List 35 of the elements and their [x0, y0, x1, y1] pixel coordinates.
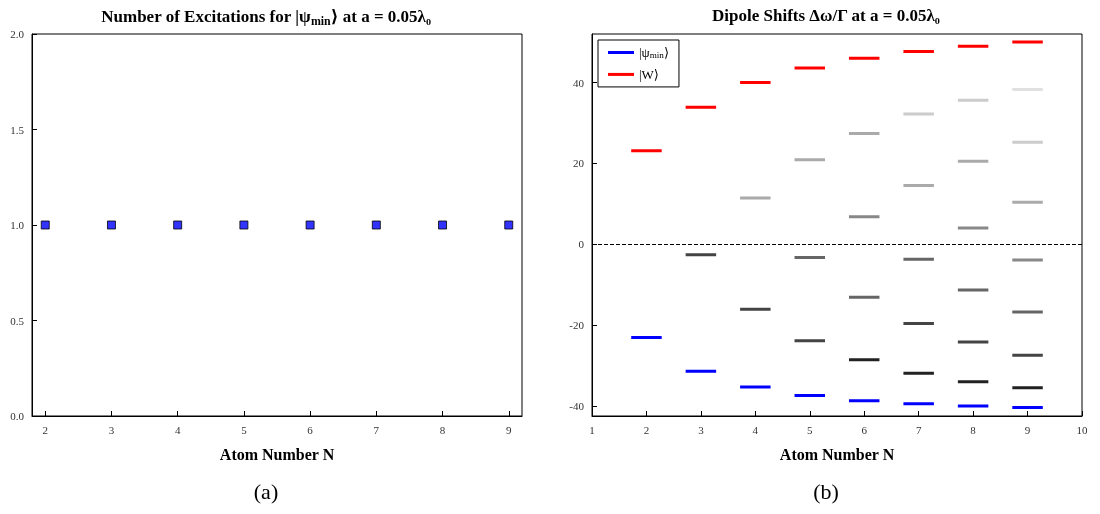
x-tick-label: 1 [589, 423, 595, 436]
x-tick-label: 8 [970, 423, 977, 436]
x-tick-label: 8 [439, 423, 446, 436]
x-tick-label: 10 [1076, 423, 1088, 436]
x-tick-label: 5 [241, 423, 248, 436]
y-tick-label: -40 [569, 399, 585, 412]
x-tick-label: 3 [698, 423, 705, 436]
x-tick-label: 6 [307, 423, 314, 436]
x-tick-label: 6 [861, 423, 868, 436]
x-tick-label: 7 [373, 423, 380, 436]
text: (b) [813, 478, 839, 504]
legend-label: |W⟩ [639, 66, 659, 82]
x-tick-label: 9 [506, 423, 513, 436]
x-tick-label: 5 [807, 423, 814, 436]
y-tick-label: 1.0 [10, 219, 25, 231]
y-tick-label: 0.0 [10, 410, 25, 422]
x-tick-label: 9 [1024, 423, 1031, 436]
x-axis-title: Atom Number N [779, 445, 895, 463]
chart-title: Dipole Shifts Δω/Γ at a = 0.05λ₀ [712, 6, 940, 25]
y-tick-label: 2.0 [10, 28, 25, 40]
x-axis-title: Atom Number N [219, 445, 335, 463]
y-tick-label: 0 [578, 238, 585, 251]
legend-label: |ψmin⟩ [639, 45, 669, 61]
y-tick-label: 20 [573, 157, 585, 170]
y-tick-label: 0.5 [10, 314, 25, 327]
x-tick-label: 3 [108, 423, 115, 436]
y-tick-label: 40 [573, 76, 585, 89]
y-tick-label: -20 [569, 319, 585, 332]
y-tick-label: 1.5 [10, 123, 25, 136]
text: (a) [253, 478, 279, 504]
x-tick-label: 7 [915, 423, 922, 436]
x-tick-label: 4 [752, 423, 759, 436]
x-tick-label: 2 [643, 423, 650, 436]
x-tick-label: 2 [42, 423, 48, 436]
x-tick-label: 4 [174, 423, 181, 436]
